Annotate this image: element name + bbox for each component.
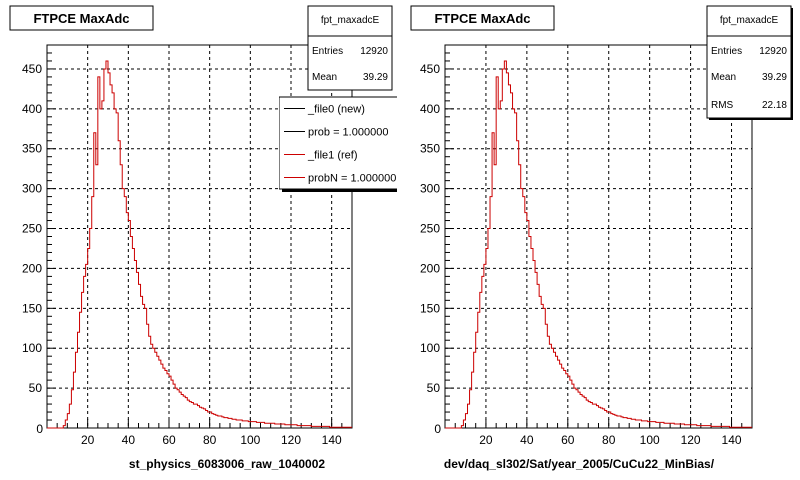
stats-name: fpt_maxadcE bbox=[720, 15, 779, 26]
stats-value-mean: 39.29 bbox=[762, 72, 787, 83]
legend: _file0 (new) prob = 1.000000 _file1 (ref) p… bbox=[279, 96, 397, 192]
x-tick-label: 140 bbox=[322, 433, 342, 447]
y-tick-label: 350 bbox=[420, 142, 440, 156]
stats-label-entries: Entries bbox=[711, 46, 742, 57]
stats-value-rms: 22.18 bbox=[762, 100, 787, 111]
legend-label: _file0 (new) bbox=[307, 104, 365, 116]
x-tick-label: 20 bbox=[81, 433, 95, 447]
stats-label-entries: Entries bbox=[312, 46, 343, 57]
stats-box: fpt_maxadcE Entries 12920 Mean 39.29 RMS 22.18 bbox=[706, 5, 793, 120]
x-tick-label: 140 bbox=[722, 433, 742, 447]
y-tick-label: 300 bbox=[22, 182, 42, 196]
x-axis-label: dev/daq_sl302/Sat/year_2005/CuCu22_MinBi… bbox=[444, 457, 715, 471]
legend-inner: _file0 (new) prob = 1.000000 _file1 (ref) p… bbox=[279, 96, 397, 192]
x-tick-label: 40 bbox=[520, 433, 534, 447]
legend-label: _file1 (ref) bbox=[307, 150, 358, 162]
y-tick-label: 350 bbox=[22, 142, 42, 156]
stats-box-frame bbox=[706, 5, 792, 119]
histogram-series-1 bbox=[47, 60, 352, 429]
y-tick-label: 300 bbox=[420, 182, 440, 196]
y-tick-label-zero: 0 bbox=[434, 422, 441, 436]
stats-box-frame bbox=[307, 5, 393, 91]
x-tick-label: 100 bbox=[240, 433, 260, 447]
stats-value-entries: 12920 bbox=[759, 46, 787, 57]
chart-panel-2: 20 40 60 80 100 120 140 0 50 100 150 200 250 300 350 40… bbox=[410, 5, 793, 471]
plot-frame bbox=[444, 44, 753, 429]
stats-label-mean: Mean bbox=[711, 72, 736, 83]
y-tick-label: 100 bbox=[22, 341, 42, 355]
y-tick-label: 400 bbox=[22, 102, 42, 116]
y-tick-label: 200 bbox=[22, 261, 42, 275]
x-tick-label: 80 bbox=[602, 433, 616, 447]
y-tick-label: 400 bbox=[420, 102, 440, 116]
stats-value-entries: 12920 bbox=[360, 46, 388, 57]
legend-label: prob = 1.000000 bbox=[308, 127, 388, 139]
x-tick-label: 60 bbox=[162, 433, 176, 447]
y-tick-label-zero: 0 bbox=[36, 422, 43, 436]
y-tick-label: 50 bbox=[29, 381, 43, 395]
x-tick-label: 100 bbox=[640, 433, 660, 447]
chart-title: FTPCE MaxAdc bbox=[33, 11, 129, 26]
x-tick-label: 40 bbox=[122, 433, 136, 447]
y-tick-label: 250 bbox=[420, 222, 440, 236]
title-box bbox=[9, 5, 154, 31]
stats-label-mean: Mean bbox=[312, 72, 337, 83]
y-tick-label: 450 bbox=[420, 62, 440, 76]
histogram-series-1 bbox=[445, 60, 752, 429]
y-tick-label: 100 bbox=[420, 341, 440, 355]
y-tick-label: 450 bbox=[22, 62, 42, 76]
x-tick-label: 80 bbox=[203, 433, 217, 447]
y-tick-label: 200 bbox=[420, 261, 440, 275]
title-box bbox=[410, 5, 555, 31]
y-tick-label: 250 bbox=[22, 222, 42, 236]
y-tick-label: 150 bbox=[22, 301, 42, 315]
x-tick-label: 120 bbox=[281, 433, 301, 447]
stats-box: fpt_maxadcE Entries 12920 Mean 39.29 bbox=[307, 5, 393, 91]
x-tick-label: 120 bbox=[681, 433, 701, 447]
stats-value-mean: 39.29 bbox=[363, 72, 388, 83]
chart-panel-1: 20 40 60 80 100 120 140 0 50 100 150 200 250 300 350 40… bbox=[9, 5, 397, 471]
y-tick-label: 150 bbox=[420, 301, 440, 315]
x-tick-label: 20 bbox=[479, 433, 493, 447]
legend-label: probN = 1.000000 bbox=[308, 173, 396, 185]
stats-label-rms: RMS bbox=[711, 100, 734, 111]
chart-title: FTPCE MaxAdc bbox=[434, 11, 530, 26]
x-tick-label: 60 bbox=[561, 433, 575, 447]
legend-frame bbox=[279, 96, 397, 190]
x-axis-label: st_physics_6083006_raw_1040002 bbox=[129, 457, 325, 471]
y-tick-label: 50 bbox=[427, 381, 441, 395]
stats-name: fpt_maxadcE bbox=[321, 15, 380, 26]
